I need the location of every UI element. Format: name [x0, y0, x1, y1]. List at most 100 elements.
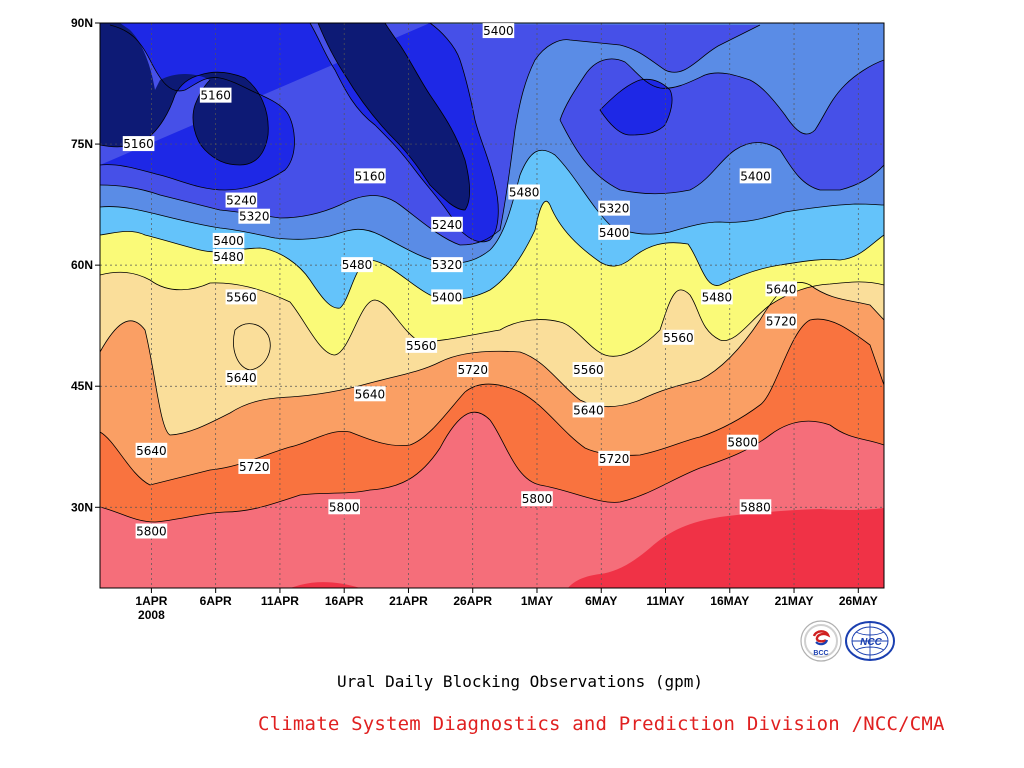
plot-area	[100, 23, 884, 588]
contour-label-box	[328, 499, 360, 515]
contour-label-box	[572, 402, 605, 418]
contour-label-box	[238, 208, 271, 224]
contour-label: 5640	[355, 387, 386, 401]
bcc-logo-text: BCC	[813, 650, 828, 657]
x-tick-label: 11APR	[261, 594, 299, 608]
contour-label-box	[431, 289, 463, 305]
contour-label: 5800	[727, 436, 758, 450]
contour-label: 5560	[663, 331, 694, 345]
y-tick-label: 60N	[71, 258, 93, 272]
contour-label: 5880	[740, 500, 771, 514]
y-tick-label: 75N	[71, 137, 93, 151]
band-below-5160-b	[318, 23, 470, 210]
contour-label: 5720	[599, 452, 630, 466]
contour-label-box	[726, 434, 759, 450]
contour-label: 5160	[200, 89, 231, 103]
y-tick-label: 90N	[71, 16, 93, 30]
contour-line-5640-b	[233, 323, 271, 371]
contour-label: 5320	[239, 210, 270, 224]
contour-label: 5160	[123, 137, 154, 151]
contour-label: 5720	[457, 363, 488, 377]
contour-label: 5400	[432, 290, 463, 304]
x-tick-year: 2008	[138, 608, 165, 622]
contour-line-5800	[100, 411, 884, 523]
contour-label-box	[354, 168, 386, 184]
contour-label-box	[456, 362, 489, 378]
contour-line-5640	[100, 282, 884, 436]
contour-label: 5160	[355, 169, 386, 183]
contour-label: 5480	[342, 258, 373, 272]
y-axis: 30N 45N 60N 75N 90N	[71, 16, 100, 514]
contour-label-box	[662, 329, 695, 345]
contour-labels: 5400 5160 5160 5160 5240 5320 5400 5480 5560 5240…	[122, 23, 797, 539]
contour-line-5560	[100, 271, 884, 357]
plot-frame	[99, 22, 885, 589]
x-tick-label: 26MAY	[839, 594, 878, 608]
x-tick-label: 11MAY	[646, 594, 684, 608]
contour-label-box	[199, 87, 232, 103]
contour-label-box	[225, 289, 258, 305]
contour-label-box	[739, 499, 772, 515]
contour-label-box	[135, 523, 168, 539]
contour-label: 5400	[213, 234, 244, 248]
contour-label-box	[225, 192, 258, 208]
x-tick-label: 1MAY	[521, 594, 553, 608]
contour-label: 5240	[226, 194, 257, 208]
x-tick-label: 16APR	[325, 594, 364, 608]
contour-label-box	[701, 289, 733, 305]
contour-label: 5400	[483, 24, 514, 38]
contour-line-5400	[100, 149, 884, 264]
contour-line-5320	[100, 24, 761, 246]
contour-label: 5800	[329, 500, 360, 514]
contour-label: 5400	[599, 226, 630, 240]
contour-label-box	[508, 184, 540, 200]
contour-label-box	[212, 249, 245, 265]
x-tick-label: 1APR	[135, 594, 167, 608]
contour-label: 5800	[136, 525, 167, 539]
contour-label-box	[598, 200, 630, 216]
contour-label-box	[521, 491, 553, 507]
x-tick-label: 21MAY	[775, 594, 814, 608]
contour-label: 5640	[573, 403, 604, 417]
contour-label-box	[225, 370, 258, 386]
x-tick-label: 21APR	[389, 594, 428, 608]
chart-caption: Ural Daily Blocking Observations (gpm)	[336, 672, 704, 691]
contour-label-box	[354, 386, 386, 402]
contour-label-box	[572, 362, 605, 378]
contour-label: 5640	[226, 371, 257, 385]
contour-label: 5640	[136, 444, 167, 458]
contour-label: 5480	[509, 186, 540, 200]
contour-label: 5240	[432, 218, 463, 232]
contour-label: 5560	[226, 290, 257, 304]
contour-label-box	[598, 224, 630, 240]
contour-label: 5720	[239, 460, 270, 474]
ncc-logo-text: NCC	[860, 637, 882, 648]
contour-label: 5320	[432, 258, 463, 272]
x-tick-label: 6APR	[200, 594, 232, 608]
contour-label: 5800	[522, 492, 553, 506]
contour-label-box	[135, 442, 168, 458]
contour-line-5240	[100, 23, 499, 243]
contour-label-box	[431, 257, 463, 273]
y-tick-label: 45N	[71, 379, 93, 393]
contour-label: 5560	[573, 363, 604, 377]
contour-label-box	[431, 216, 463, 232]
contour-label-box	[765, 313, 797, 329]
contour-line-5720	[100, 318, 884, 486]
x-tick-label: 26APR	[453, 594, 492, 608]
contour-label: 5560	[406, 339, 437, 353]
contour-label-box	[122, 136, 155, 152]
contour-label-box	[238, 458, 271, 474]
contour-label: 5480	[702, 290, 733, 304]
contour-line-5480	[100, 200, 884, 309]
contour-line-5240-b	[599, 78, 673, 136]
contour-label: 5400	[740, 169, 771, 183]
x-tick-label: 16MAY	[710, 594, 749, 608]
contour-label: 5320	[599, 202, 630, 216]
bcc-logo: BCC	[800, 620, 842, 662]
credit-line: Climate System Diagnostics and Predictio…	[258, 713, 945, 735]
band-below-5160	[100, 23, 269, 165]
contour-label-box	[405, 337, 438, 353]
